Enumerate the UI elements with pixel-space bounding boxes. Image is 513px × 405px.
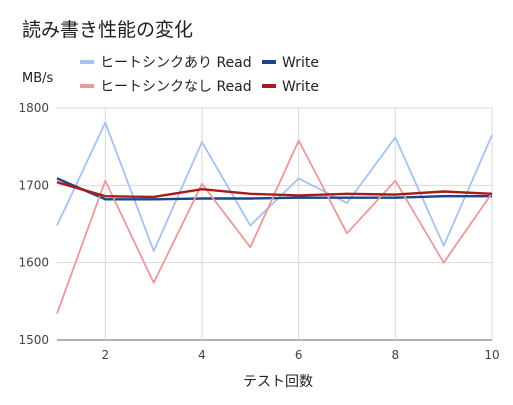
x-tick-label: 4	[198, 348, 206, 362]
legend-label-2: Write	[282, 55, 319, 71]
x-axis-label: テスト回数	[243, 374, 313, 390]
grid	[57, 107, 493, 341]
series-line-1	[56, 121, 493, 253]
series-line-2	[56, 177, 492, 201]
legend: ヒートシンクあり Read Write ヒートシンクなし Read Write	[80, 55, 319, 95]
legend-label-3: ヒートシンクなし Read	[100, 79, 252, 95]
series-lines	[56, 121, 493, 315]
x-tick-label: 10	[484, 348, 499, 362]
x-tick-label: 2	[102, 348, 110, 362]
legend-label-1: ヒートシンクあり Read	[100, 55, 252, 71]
x-tick-labels: 2 4 6 8 10	[102, 348, 500, 362]
chart-title: 読み書き性能の変化	[22, 19, 193, 41]
y-tick-label: 1500	[18, 333, 49, 347]
x-tick-label: 8	[392, 348, 400, 362]
series-line-4	[56, 181, 493, 199]
x-tick-label: 6	[295, 348, 303, 362]
y-tick-label: 1700	[18, 178, 49, 192]
legend-label-4: Write	[282, 79, 319, 95]
y-tick-labels: 1500 1600 1700 1800	[18, 101, 49, 347]
y-tick-label: 1600	[18, 256, 49, 270]
y-axis-label: MB/s	[22, 71, 54, 86]
y-tick-label: 1800	[18, 101, 49, 115]
